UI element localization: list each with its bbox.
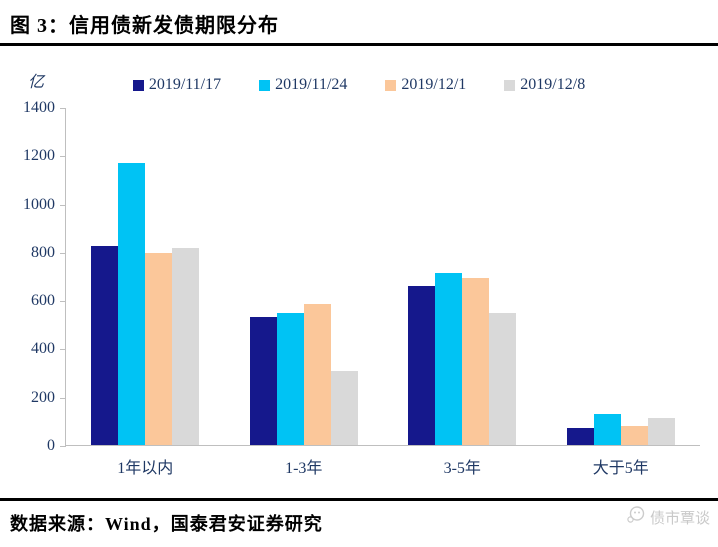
legend-label: 2019/11/24: [275, 76, 348, 93]
bar: [172, 248, 200, 445]
y-tick-mark: [60, 301, 66, 303]
y-tick-label: 1200: [23, 147, 55, 165]
bar: [118, 162, 146, 445]
bar: [593, 413, 621, 445]
legend-item: 2019/11/17: [132, 76, 222, 94]
y-tick-mark: [60, 349, 66, 351]
x-axis-labels: 1年以内 1-3年 3-5年 大于5年: [66, 454, 700, 478]
title-divider: [0, 43, 718, 46]
legend-swatch: [132, 79, 144, 91]
y-tick-mark: [60, 108, 66, 109]
bar: [647, 418, 675, 445]
x-axis-label: 3-5年: [443, 460, 481, 477]
legend-swatch: [259, 79, 271, 91]
y-tick-label: 1000: [23, 195, 55, 213]
chat-bubble-icon: [626, 505, 646, 530]
bar-group: [66, 108, 225, 445]
x-axis-label: 1-3年: [285, 460, 323, 477]
data-source-text: 数据来源：Wind，国泰君安证券研究: [10, 514, 323, 534]
bar: [330, 370, 358, 445]
y-tick-mark: [60, 446, 66, 447]
bar-group: [383, 108, 542, 445]
bar-group: [225, 108, 384, 445]
bar: [435, 273, 463, 445]
legend-item: 2019/11/24: [259, 76, 347, 94]
y-tick-mark: [60, 204, 66, 206]
legend-label: 2019/12/1: [401, 76, 467, 93]
bar: [91, 245, 119, 445]
chart-legend: 2019/11/17 2019/11/24 2019/12/1 2019/12/8: [0, 76, 718, 94]
y-tick-mark: [60, 252, 66, 254]
x-axis-label: 大于5年: [592, 460, 649, 477]
legend-label: 2019/12/8: [520, 76, 586, 93]
footer: 数据来源：Wind，国泰君安证券研究 债市覃谈: [0, 501, 718, 547]
bar: [620, 425, 648, 445]
bar: [566, 428, 594, 445]
y-tick-label: 800: [31, 243, 55, 261]
x-axis-label: 1年以内: [117, 460, 174, 477]
y-tick-mark: [60, 156, 66, 158]
plot-area: 1年以内 1-3年 3-5年 大于5年 0 200 400 600 800 1000 1200 14…: [23, 99, 700, 477]
y-tick-label: 0: [47, 437, 55, 454]
bar: [408, 285, 436, 445]
y-tick-label: 400: [31, 340, 55, 358]
footer-divider: [0, 498, 718, 501]
bar: [249, 317, 277, 445]
bar: [276, 313, 304, 445]
y-tick-mark: [60, 397, 66, 399]
chart-area: 亿 2019/11/17 2019/11/24 2019/12/1 2019/12/8…: [0, 46, 718, 498]
bar: [489, 313, 517, 445]
watermark: 债市覃谈: [626, 505, 710, 530]
bar: [303, 304, 331, 445]
bar: [462, 278, 490, 445]
legend-item: 2019/12/8: [504, 76, 585, 94]
y-axis-unit-label: 亿: [28, 74, 45, 91]
figure-title: 图 3：信用债新发债期限分布: [10, 15, 279, 37]
watermark-label: 债市覃谈: [649, 511, 710, 527]
bar: [145, 253, 173, 445]
legend-swatch: [504, 79, 516, 91]
legend-swatch: [385, 79, 397, 91]
y-tick-label: 200: [31, 388, 55, 406]
bar-group: [542, 108, 701, 445]
y-tick-label: 600: [31, 292, 55, 310]
legend-item: 2019/12/1: [385, 76, 466, 94]
legend-label: 2019/11/17: [148, 76, 222, 93]
figure-title-row: 图 3：信用债新发债期限分布: [0, 0, 718, 43]
bar-series-container: [66, 108, 700, 445]
y-tick-label: 1400: [23, 99, 55, 116]
